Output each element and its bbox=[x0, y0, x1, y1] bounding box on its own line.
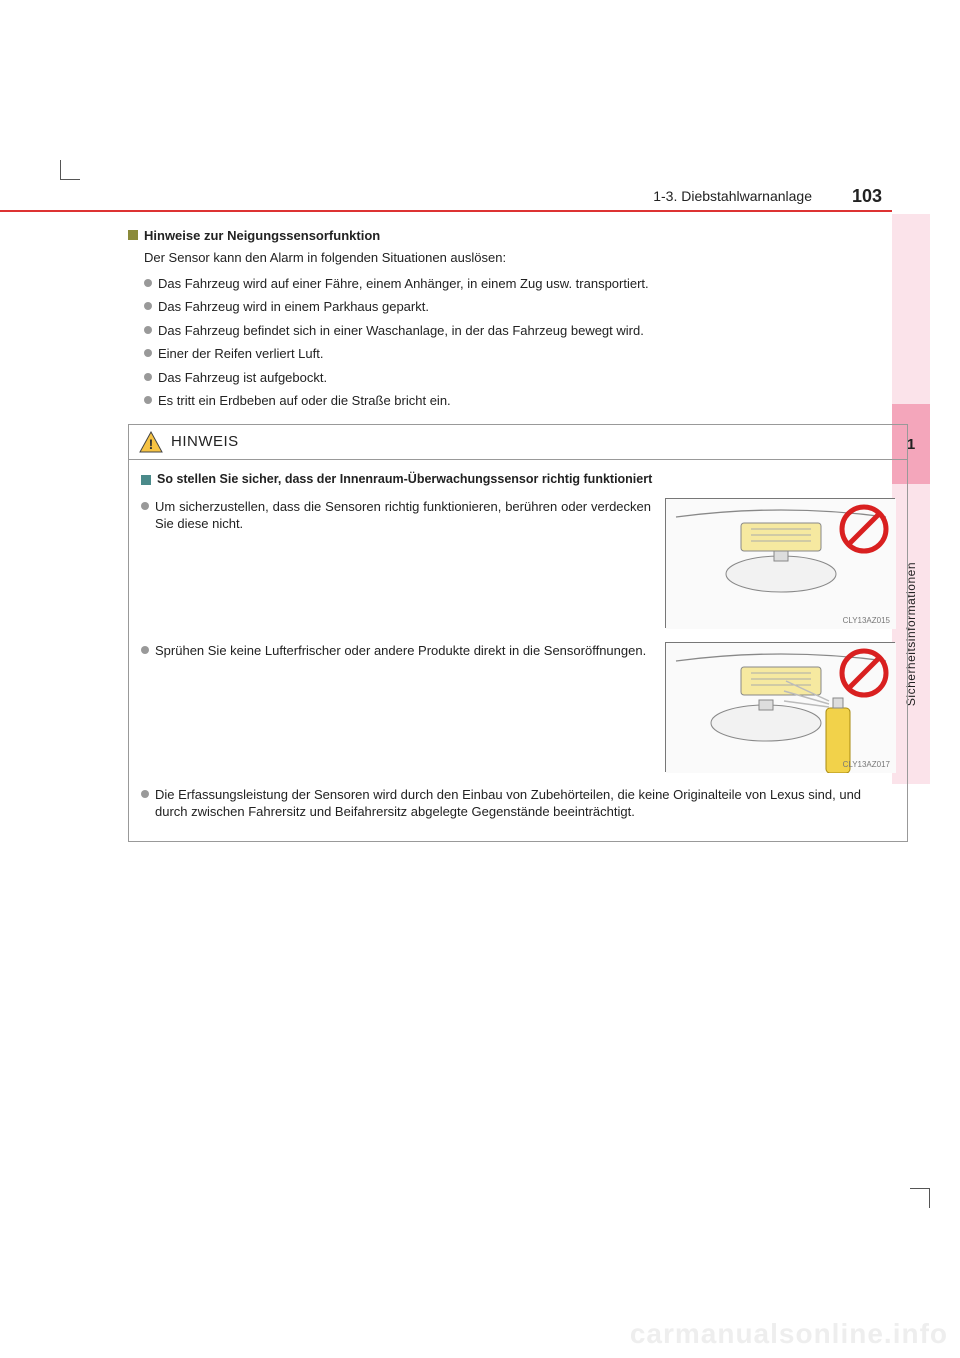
page-header: 1-3. Diebstahlwarnanlage 103 bbox=[90, 182, 892, 210]
subheading-hinweise: Hinweise zur Neigungssensorfunktion bbox=[128, 228, 908, 243]
square-marker-icon bbox=[141, 475, 151, 485]
bullet-text: Das Fahrzeug ist aufgebockt. bbox=[158, 369, 908, 387]
subheading-hinweise-text: Hinweise zur Neigungssensorfunktion bbox=[144, 228, 380, 243]
bullet-item: Die Erfassungsleistung der Sensoren wird… bbox=[141, 786, 895, 821]
bullet-dot-icon bbox=[144, 302, 152, 310]
header-rule bbox=[0, 210, 892, 212]
bullet-text: Sprühen Sie keine Lufterfrischer oder an… bbox=[155, 642, 651, 660]
bullet-item: Einer der Reifen verliert Luft. bbox=[144, 345, 908, 363]
figure-svg bbox=[666, 643, 896, 773]
notice-body: So stellen Sie sicher, dass der Innenrau… bbox=[129, 460, 907, 841]
notice-subheading-text: So stellen Sie sicher, dass der Innenrau… bbox=[157, 472, 652, 486]
bullet-item: Um sicherzustellen, dass die Sensoren ri… bbox=[141, 498, 651, 533]
notice-item: Sprühen Sie keine Lufterfrischer oder an… bbox=[141, 642, 895, 772]
bullet-text: Das Fahrzeug befindet sich in einer Wasc… bbox=[158, 322, 908, 340]
bullet-dot-icon bbox=[144, 396, 152, 404]
bullet-dot-icon bbox=[141, 790, 149, 798]
bullet-dot-icon bbox=[141, 502, 149, 510]
bullet-item: Das Fahrzeug wird auf einer Fähre, einem… bbox=[144, 275, 908, 293]
bullet-item: Das Fahrzeug ist aufgebockt. bbox=[144, 369, 908, 387]
square-marker-icon bbox=[128, 230, 138, 240]
notice-header: ! HINWEIS bbox=[129, 425, 907, 460]
figure-sensor-touch: CLY13AZ015 bbox=[665, 498, 895, 628]
page-number: 103 bbox=[832, 186, 892, 207]
bullet-item: Das Fahrzeug wird in einem Parkhaus gepa… bbox=[144, 298, 908, 316]
bullet-text: Einer der Reifen verliert Luft. bbox=[158, 345, 908, 363]
crop-mark-top-left bbox=[60, 160, 80, 180]
bullet-item: Das Fahrzeug befindet sich in einer Wasc… bbox=[144, 322, 908, 340]
watermark: carmanualsonline.info bbox=[630, 1318, 948, 1350]
bullet-dot-icon bbox=[144, 349, 152, 357]
bullet-text: Das Fahrzeug wird in einem Parkhaus gepa… bbox=[158, 298, 908, 316]
bullet-dot-icon bbox=[144, 279, 152, 287]
figure-svg bbox=[666, 499, 896, 629]
bullet-text: Die Erfassungsleistung der Sensoren wird… bbox=[155, 786, 895, 821]
bullet-item: Es tritt ein Erdbeben auf oder die Straß… bbox=[144, 392, 908, 410]
notice-box: ! HINWEIS So stellen Sie sicher, dass de… bbox=[128, 424, 908, 842]
figure-label: CLY13AZ017 bbox=[843, 760, 890, 769]
side-tab-number-text: 1 bbox=[907, 436, 915, 453]
bullet-text: Es tritt ein Erdbeben auf oder die Straß… bbox=[158, 392, 908, 410]
warning-triangle-icon: ! bbox=[139, 431, 163, 453]
page-content: Hinweise zur Neigungssensorfunktion Der … bbox=[128, 228, 908, 842]
crop-mark-bottom-right bbox=[910, 1188, 930, 1208]
section-label: 1-3. Diebstahlwarnanlage bbox=[90, 188, 832, 204]
notice-item: Um sicherzustellen, dass die Sensoren ri… bbox=[141, 498, 895, 628]
figure-sensor-spray: CLY13AZ017 bbox=[665, 642, 895, 772]
bullet-dot-icon bbox=[144, 373, 152, 381]
bullet-text: Um sicherzustellen, dass die Sensoren ri… bbox=[155, 498, 651, 533]
svg-text:!: ! bbox=[149, 436, 154, 452]
notice-subheading: So stellen Sie sicher, dass der Innenrau… bbox=[141, 472, 895, 486]
hinweise-intro: Der Sensor kann den Alarm in folgenden S… bbox=[144, 249, 908, 267]
notice-title: HINWEIS bbox=[171, 433, 239, 450]
figure-label: CLY13AZ015 bbox=[843, 616, 890, 625]
bullet-dot-icon bbox=[141, 646, 149, 654]
bullet-dot-icon bbox=[144, 326, 152, 334]
bullet-item: Sprühen Sie keine Lufterfrischer oder an… bbox=[141, 642, 651, 660]
bullet-text: Das Fahrzeug wird auf einer Fähre, einem… bbox=[158, 275, 908, 293]
